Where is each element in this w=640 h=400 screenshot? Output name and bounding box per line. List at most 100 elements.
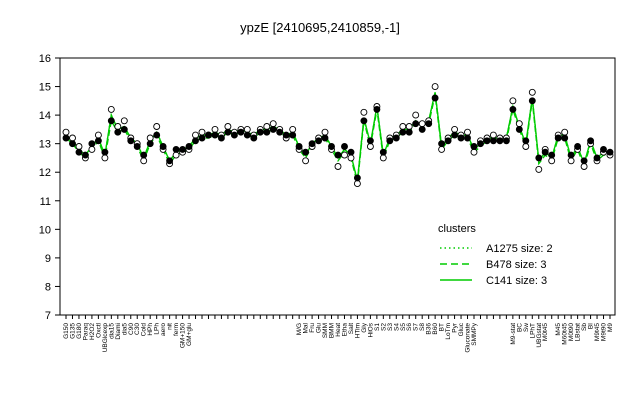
x-tick-label: C30: [134, 323, 141, 335]
data-point: [166, 157, 174, 165]
data-point: [360, 108, 368, 116]
data-point: [263, 123, 271, 130]
x-tick-label: S1: [374, 323, 381, 331]
data-point: [470, 143, 478, 150]
data-point: [114, 123, 122, 130]
data-point: [360, 117, 368, 125]
data-point: [88, 140, 96, 148]
x-tick-label: M9t45: [594, 323, 601, 341]
y-axis: 7 8 9 10 11 12 13 14 15 16: [39, 53, 60, 322]
data-point: [561, 128, 569, 136]
y-tick-label: 9: [45, 253, 51, 265]
data-point: [321, 134, 329, 142]
data-point: [489, 137, 497, 145]
x-tick-label: S3: [387, 323, 394, 331]
x-tick-label: H2O2: [89, 323, 96, 340]
data-point: [334, 163, 342, 170]
data-point: [438, 145, 446, 153]
data-point: [580, 157, 588, 165]
x-tick-label: HTim: [354, 323, 361, 338]
data-point: [75, 148, 83, 156]
data-point: [353, 174, 361, 182]
data-point: [522, 137, 530, 145]
data-point: [341, 143, 348, 150]
x-tick-label: Oxctl: [95, 322, 102, 337]
data-point: [399, 123, 407, 130]
legend-title: clusters: [438, 223, 476, 235]
x-tick-label: G180: [76, 323, 83, 339]
data-point: [464, 134, 471, 142]
data-point: [308, 140, 316, 148]
data-point: [580, 163, 588, 170]
x-tick-label: Glu: [316, 323, 323, 334]
data-point: [205, 131, 212, 139]
x-tick-label: S7: [413, 323, 420, 331]
x-tick-label: M45: [555, 323, 562, 336]
data-point: [412, 111, 420, 119]
x-tick-label: B36: [426, 323, 433, 335]
data-point: [438, 140, 446, 148]
data-point: [114, 128, 122, 136]
data-point: [146, 140, 154, 148]
data-point: [561, 134, 569, 142]
data-point: [600, 145, 607, 153]
data-point: [431, 94, 439, 102]
data-point: [431, 83, 439, 91]
data-point: [444, 137, 452, 145]
x-tick-label: M0t90: [568, 323, 575, 341]
x-tick-label: Sb: [581, 323, 588, 331]
legend-label-c141: C141 size: 3: [486, 275, 547, 287]
x-tick-label: GM+150: [180, 323, 187, 348]
x-tick-label: HPh: [147, 323, 154, 336]
legend-label-b478: B478 size: 3: [486, 259, 547, 271]
x-tick-label: Pyr: [452, 322, 459, 333]
data-point: [243, 131, 251, 139]
x-tick-label: Sw: [523, 323, 530, 332]
y-tick-label: 16: [39, 53, 51, 65]
x-tick-label: Fru: [309, 323, 316, 333]
x-tick-label: Cold: [141, 323, 148, 337]
data-point: [489, 131, 497, 139]
data-point: [418, 120, 426, 128]
data-point: [140, 157, 148, 165]
data-point: [230, 131, 238, 139]
data-point: [535, 165, 543, 173]
x-tick-label: M9t90: [601, 323, 608, 341]
data-point: [522, 143, 530, 150]
data-point: [464, 128, 471, 136]
x-tick-label: Heat: [335, 323, 342, 337]
x-tick-label: dia5: [121, 323, 128, 336]
data-point: [515, 125, 523, 133]
data-point: [302, 157, 310, 165]
data-point: [328, 143, 335, 150]
data-point: [554, 134, 562, 142]
data-point: [353, 180, 361, 188]
data-point: [250, 134, 258, 142]
data-point: [535, 154, 543, 162]
data-point: [69, 140, 76, 148]
x-tick-label: G150: [63, 323, 70, 339]
data-point: [172, 151, 180, 159]
data-point: [515, 120, 523, 128]
y-tick-label: 7: [45, 310, 51, 322]
data-point: [451, 131, 459, 139]
x-tick-label: LoTm: [445, 323, 452, 340]
data-point: [159, 143, 167, 150]
data-point: [263, 128, 271, 136]
data-point: [315, 137, 323, 145]
x-tick-label: BC: [516, 323, 523, 332]
x-tick-label: S8: [419, 323, 426, 331]
data-point: [509, 105, 517, 113]
data-point: [509, 97, 517, 105]
data-point: [101, 154, 109, 162]
data-point: [386, 137, 394, 145]
data-point: [211, 131, 219, 139]
x-tick-label: LBstat: [575, 323, 582, 342]
x-tick-label: Mal: [303, 322, 310, 333]
data-point: [341, 151, 348, 159]
x-tick-label: BMM: [329, 323, 336, 338]
data-point: [289, 131, 297, 139]
data-point: [405, 128, 413, 136]
x-tick-label: M/G: [296, 323, 303, 335]
data-point: [451, 125, 459, 133]
